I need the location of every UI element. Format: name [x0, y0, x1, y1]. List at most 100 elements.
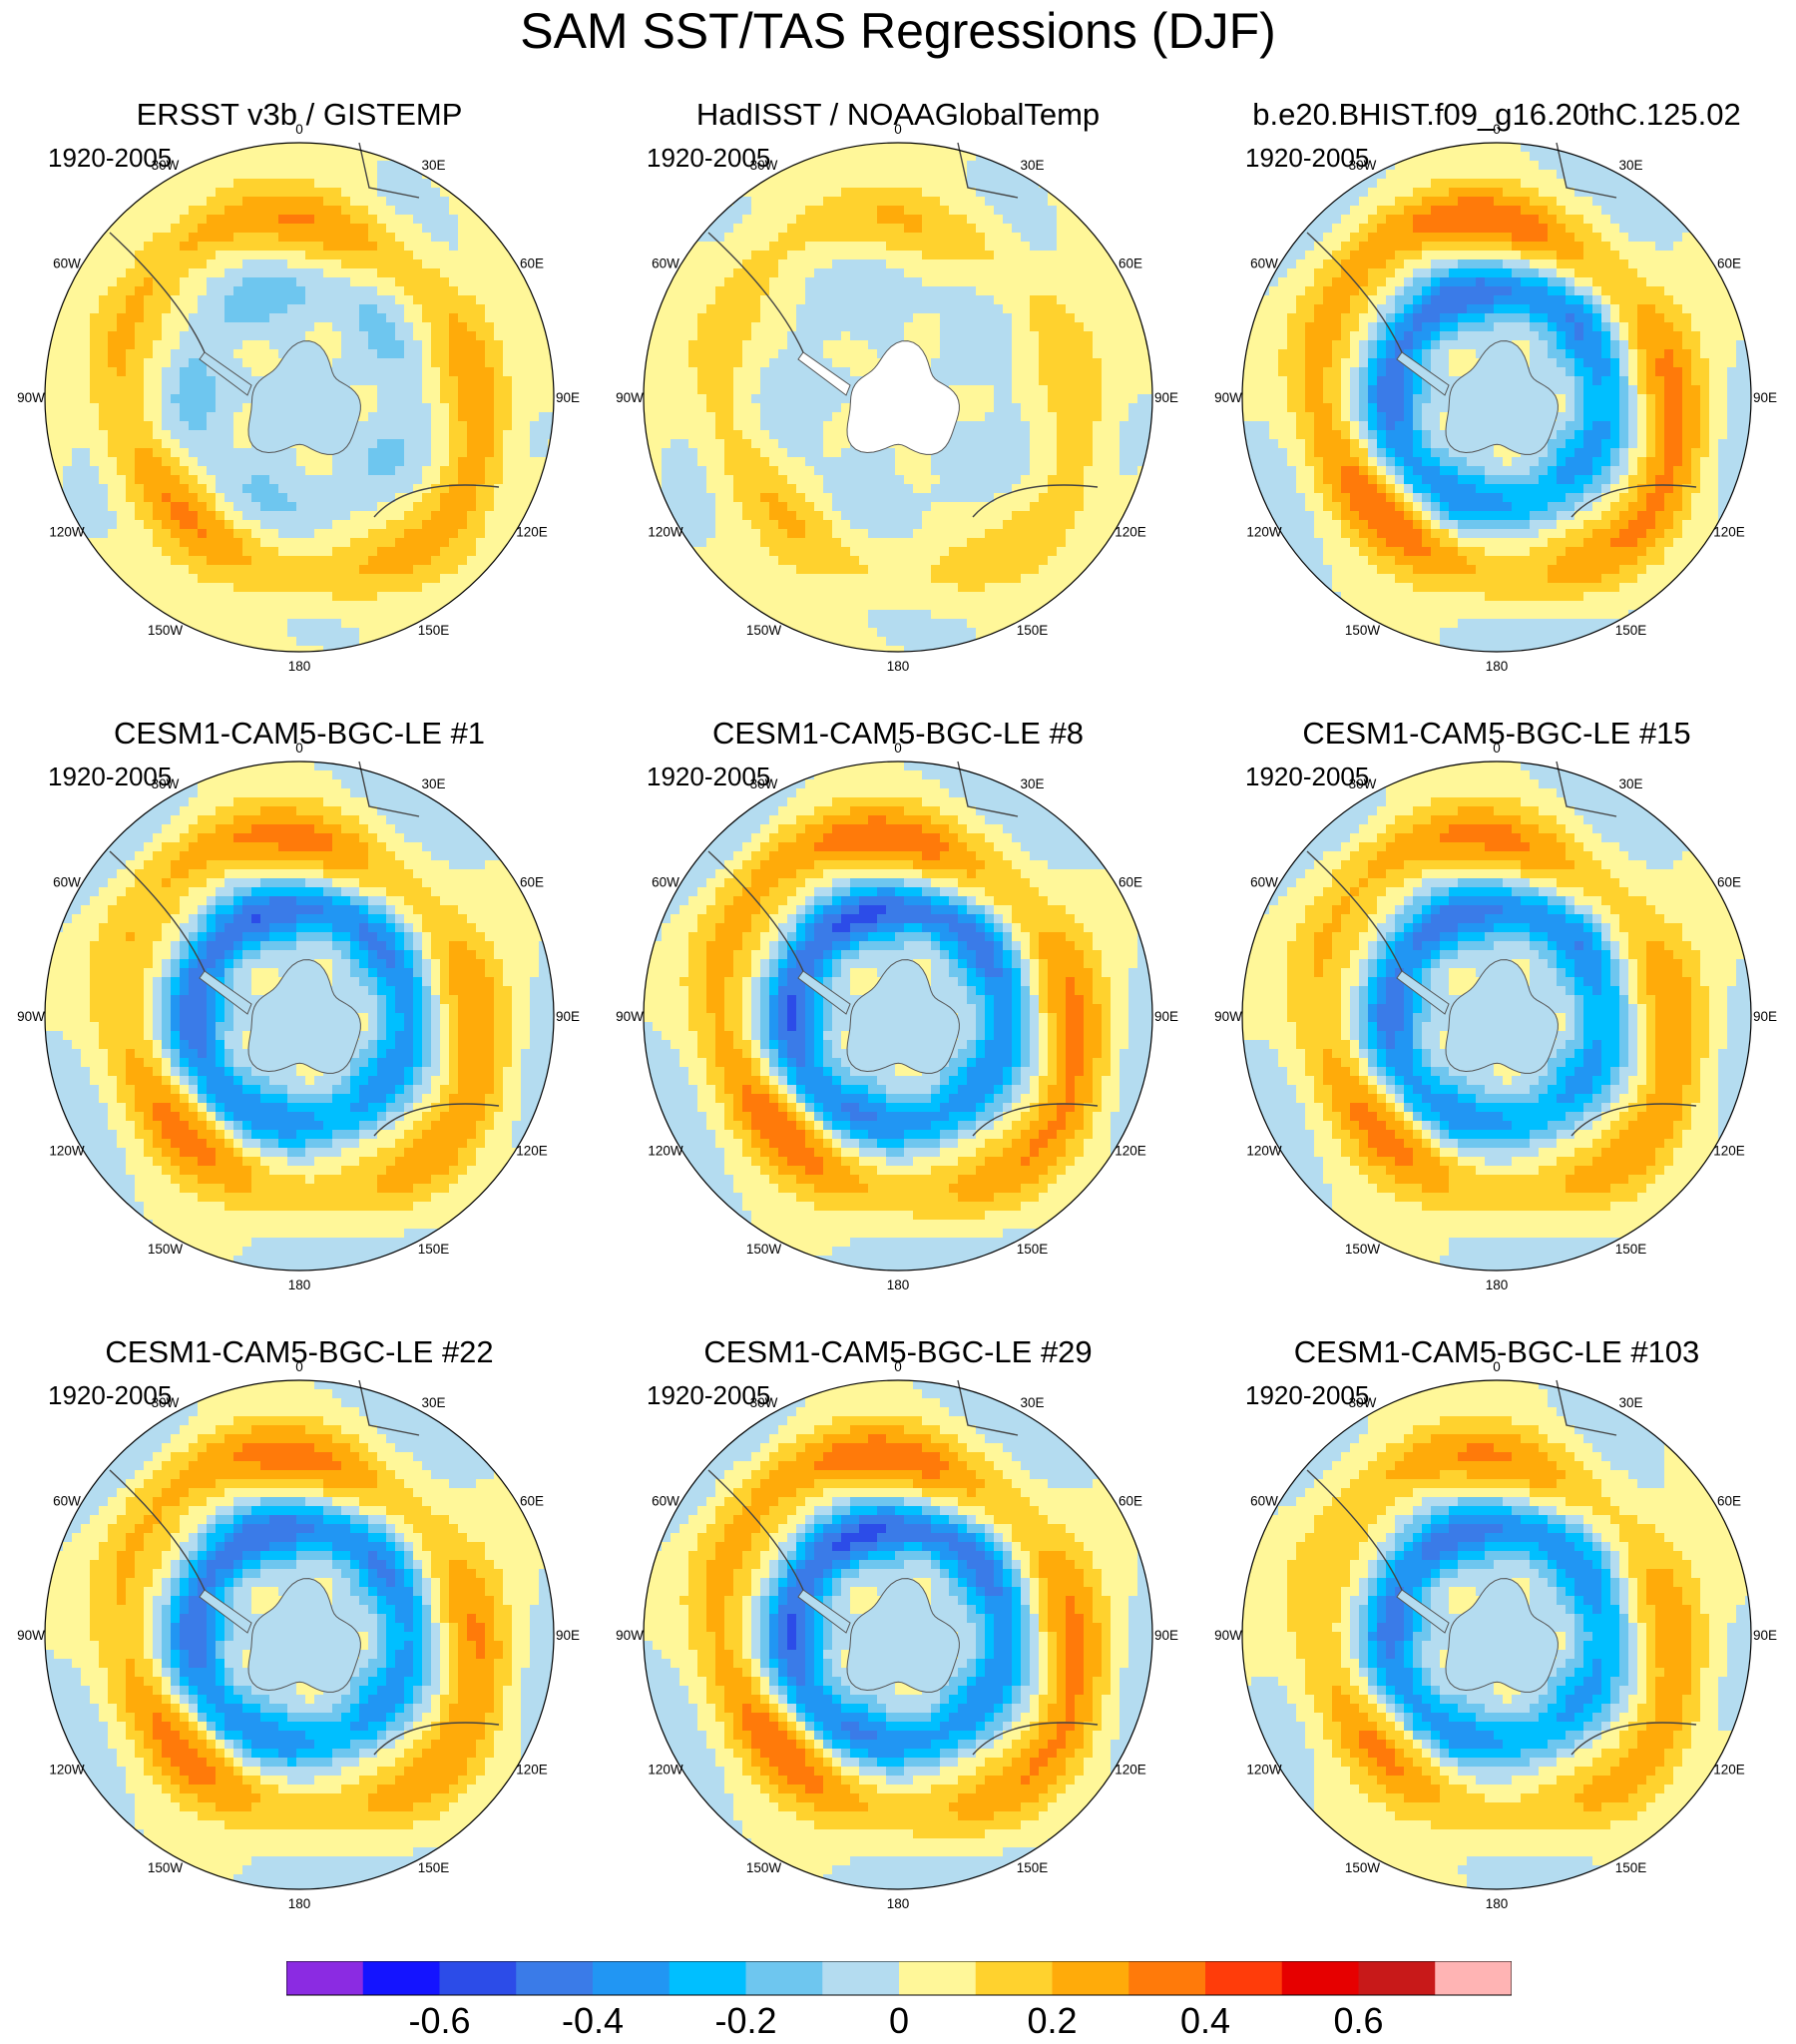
- contour-cell: [198, 421, 208, 431]
- contour-cell: [1066, 502, 1076, 512]
- contour-cell: [967, 286, 977, 296]
- contour-cell: [503, 367, 513, 377]
- contour-cell: [422, 313, 432, 323]
- contour-cell: [287, 224, 297, 234]
- contour-cell: [224, 574, 234, 584]
- contour-cell: [359, 179, 369, 189]
- contour-cell: [1057, 412, 1067, 422]
- contour-cell: [913, 206, 923, 216]
- contour-cell: [1057, 448, 1067, 458]
- contour-cell: [296, 215, 306, 225]
- contour-cell: [117, 457, 127, 467]
- contour-cell: [1066, 197, 1076, 207]
- contour-cell: [278, 340, 288, 350]
- contour-cell: [706, 439, 716, 449]
- contour-cell: [1030, 206, 1040, 216]
- contour-cell: [99, 547, 109, 557]
- contour-cell: [931, 313, 941, 323]
- contour-cell: [404, 251, 414, 260]
- contour-cell: [530, 457, 540, 467]
- contour-cell: [90, 286, 100, 296]
- contour-cell: [868, 520, 878, 530]
- contour-cell: [922, 242, 932, 252]
- contour-cell: [404, 358, 414, 368]
- contour-cell: [976, 538, 986, 548]
- contour-cell: [144, 313, 154, 323]
- contour-cell: [715, 520, 725, 530]
- contour-cell: [305, 565, 315, 575]
- contour-cell: [733, 286, 743, 296]
- contour-cell: [198, 224, 208, 234]
- contour-cell: [198, 295, 208, 305]
- contour-cell: [54, 286, 64, 296]
- contour-cell: [314, 466, 324, 476]
- contour-cell: [814, 161, 824, 171]
- contour-cell: [976, 466, 986, 476]
- contour-cell: [90, 466, 100, 476]
- contour-cell: [760, 439, 770, 449]
- contour-cell: [287, 628, 297, 638]
- contour-cell: [1003, 430, 1013, 440]
- contour-cell: [135, 511, 145, 521]
- contour-cell: [233, 224, 243, 234]
- contour-cell: [440, 502, 450, 512]
- contour-cell: [287, 295, 297, 305]
- contour-cell: [251, 367, 261, 377]
- contour-cell: [198, 259, 208, 269]
- contour-cell: [144, 233, 154, 243]
- contour-cell: [413, 170, 423, 180]
- contour-cell: [742, 322, 752, 332]
- contour-cell: [242, 268, 252, 278]
- contour-cell: [913, 313, 923, 323]
- contour-cell: [994, 511, 1004, 521]
- contour-cell: [706, 224, 716, 234]
- contour-cell: [697, 295, 707, 305]
- contour-cell: [886, 322, 896, 332]
- contour-cell: [45, 322, 55, 332]
- contour-cell: [877, 448, 887, 458]
- contour-cell: [99, 403, 109, 413]
- contour-cell: [796, 466, 806, 476]
- contour-cell: [368, 161, 378, 171]
- contour-cell: [503, 466, 513, 476]
- contour-cell: [1084, 277, 1094, 287]
- contour-cell: [207, 583, 217, 593]
- contour-cell: [81, 394, 91, 404]
- contour-cell: [715, 466, 725, 476]
- contour-cell: [787, 385, 797, 395]
- contour-cell: [108, 466, 118, 476]
- contour-cell: [832, 511, 842, 521]
- contour-cell: [198, 403, 208, 413]
- contour-cell: [1039, 430, 1049, 440]
- contour-cell: [1012, 331, 1022, 341]
- contour-cell: [1021, 475, 1031, 485]
- contour-cell: [368, 547, 378, 557]
- contour-cell: [841, 304, 851, 314]
- contour-cell: [135, 259, 145, 269]
- contour-cell: [117, 421, 127, 431]
- contour-cell: [153, 475, 163, 485]
- contour-cell: [180, 412, 190, 422]
- contour-cell: [494, 385, 504, 395]
- contour-cell: [449, 430, 459, 440]
- contour-cell: [359, 574, 369, 584]
- contour-cell: [90, 331, 100, 341]
- contour-cell: [449, 511, 459, 521]
- contour-cell: [314, 583, 324, 593]
- contour-cell: [949, 242, 959, 252]
- contour-cell: [476, 439, 486, 449]
- contour-cell: [724, 242, 734, 252]
- contour-cell: [976, 457, 986, 467]
- contour-cell: [1048, 322, 1058, 332]
- contour-cell: [216, 547, 225, 557]
- contour-cell: [796, 457, 806, 467]
- contour-cell: [1120, 286, 1129, 296]
- contour-cell: [135, 502, 145, 512]
- contour-cell: [180, 188, 190, 198]
- contour-cell: [521, 466, 531, 476]
- contour-cell: [1075, 340, 1085, 350]
- contour-cell: [198, 592, 208, 602]
- contour-cell: [904, 538, 914, 548]
- contour-cell: [386, 268, 396, 278]
- contour-cell: [108, 259, 118, 269]
